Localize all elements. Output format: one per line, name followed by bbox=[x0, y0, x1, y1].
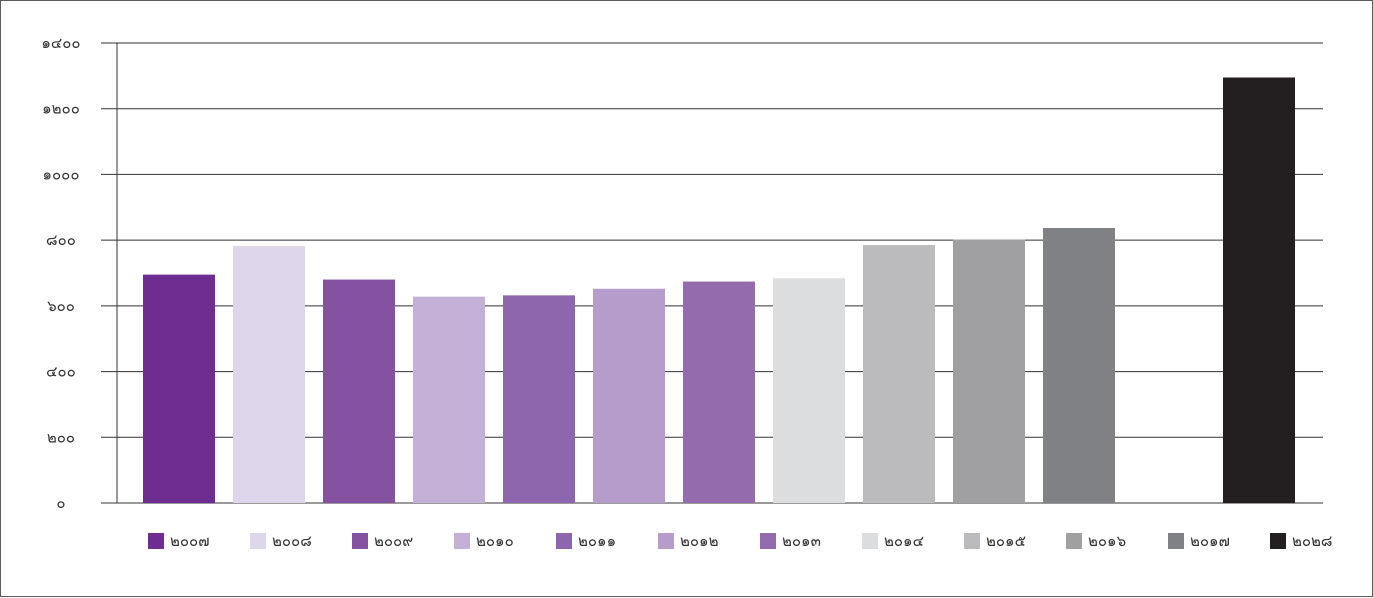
bar bbox=[413, 296, 485, 503]
legend-label: ๒๐๑๐ bbox=[476, 532, 514, 550]
bar bbox=[143, 274, 215, 503]
legend-swatch bbox=[1270, 533, 1286, 549]
legend-swatch bbox=[556, 533, 572, 549]
y-tick-label: ๘๐๐ bbox=[46, 231, 76, 249]
legend-swatch bbox=[760, 533, 776, 549]
bar bbox=[503, 295, 575, 503]
legend-swatch bbox=[862, 533, 878, 549]
bars bbox=[143, 77, 1295, 504]
bar bbox=[863, 245, 935, 504]
y-tick-label: ๑๔๐๐ bbox=[41, 34, 80, 52]
bar bbox=[1223, 77, 1295, 503]
legend-item: ๒๐๐๙ bbox=[352, 532, 413, 550]
y-tick-label: ๔๐๐ bbox=[46, 363, 76, 381]
legend-swatch bbox=[250, 533, 266, 549]
legend-label: ๒๐๑๗ bbox=[1190, 532, 1230, 550]
legend-label: ๒๐๐๙ bbox=[374, 532, 413, 550]
legend-label: ๒๐๐๘ bbox=[272, 532, 312, 550]
legend-item: ๒๐๑๑ bbox=[556, 532, 616, 550]
legend-item: ๒๐๑๒ bbox=[658, 532, 718, 550]
legend-label: ๒๐๑๒ bbox=[680, 532, 718, 550]
legend: ๒๐๐๗ ๒๐๐๘ ๒๐๐๙ ๒๐๑๐ ๒๐๑๑ ๒๐๑๒ ๒๐๑๓ ๒๐๑๔ ๒๐๑๕ ๒๐๑๖… bbox=[148, 532, 1333, 550]
bar bbox=[953, 239, 1025, 503]
legend-item: ๒๐๑๓ bbox=[760, 532, 821, 550]
legend-item: ๒๐๐๘ bbox=[250, 532, 312, 550]
legend-swatch bbox=[454, 533, 470, 549]
legend-item: ๒๐๑๕ bbox=[964, 532, 1026, 550]
legend-label: ๒๐๑๓ bbox=[782, 532, 821, 550]
bar bbox=[593, 288, 665, 503]
legend-item: ๒๐๑๐ bbox=[454, 532, 514, 550]
legend-swatch bbox=[352, 533, 368, 549]
legend-label: ๒๐๑๔ bbox=[884, 532, 924, 550]
legend-label: ๒๐๑๕ bbox=[986, 532, 1026, 550]
legend-item: ๒๐๑๖ bbox=[1066, 532, 1126, 550]
legend-swatch bbox=[1066, 533, 1082, 549]
legend-swatch bbox=[148, 533, 164, 549]
legend-label: ๒๐๑๖ bbox=[1088, 532, 1126, 550]
legend-label: ๒๐๐๗ bbox=[170, 532, 209, 550]
legend-label: ๒๐๒๘ bbox=[1292, 532, 1333, 550]
bar bbox=[323, 279, 395, 503]
legend-item: ๒๐๑๔ bbox=[862, 532, 924, 550]
bar bbox=[1043, 227, 1115, 503]
bar bbox=[233, 246, 305, 504]
y-axis-tick-labels: ๐ ๒๐๐ ๔๐๐ ๖๐๐ ๘๐๐ ๑๐๐๐ ๑๒๐๐ ๑๔๐๐ bbox=[41, 34, 80, 512]
legend-swatch bbox=[964, 533, 980, 549]
legend-item: ๒๐๐๗ bbox=[148, 532, 209, 550]
legend-item: ๒๐๑๗ bbox=[1168, 532, 1230, 550]
y-tick-label: ๒๐๐ bbox=[47, 428, 75, 446]
bar bbox=[773, 278, 845, 503]
legend-swatch bbox=[658, 533, 674, 549]
y-tick-label: ๑๒๐๐ bbox=[42, 100, 80, 118]
legend-item: ๒๐๒๘ bbox=[1270, 532, 1333, 550]
y-tick-label: ๖๐๐ bbox=[47, 297, 75, 315]
y-tick-label: ๐ bbox=[56, 494, 65, 512]
y-tick-label: ๑๐๐๐ bbox=[43, 165, 80, 183]
legend-swatch bbox=[1168, 533, 1184, 549]
legend-label: ๒๐๑๑ bbox=[578, 532, 616, 550]
bar bbox=[683, 281, 755, 503]
